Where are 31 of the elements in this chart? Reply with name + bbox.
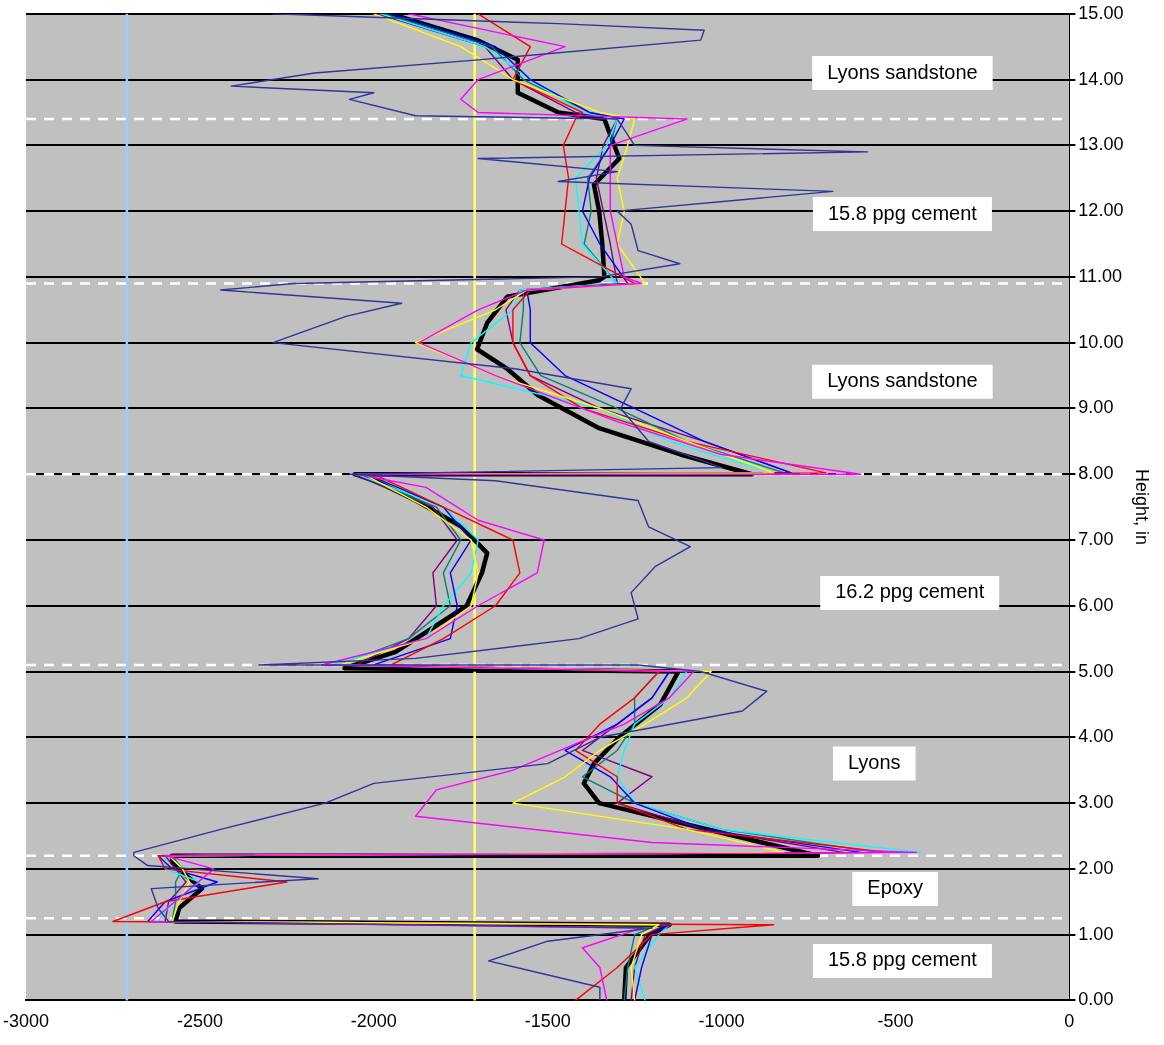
y-axis-title: Height, in <box>1132 469 1153 546</box>
y-tick-label: 14.00 <box>1078 68 1124 89</box>
y-tick-label: 1.00 <box>1078 923 1114 944</box>
y-tick-label: 0.00 <box>1078 989 1114 1010</box>
x-tick-label: -2500 <box>176 1011 223 1032</box>
y-tick-label: 13.00 <box>1078 134 1124 155</box>
y-tick-label: 3.00 <box>1078 792 1114 813</box>
annotation: 16.2 ppg cement <box>835 580 985 603</box>
x-tick-label: -1000 <box>698 1011 745 1032</box>
x-tick-label: -3000 <box>3 1011 50 1032</box>
x-tick-label: 0 <box>1064 1011 1075 1032</box>
annotation: 15.8 ppg cement <box>827 201 978 224</box>
y-tick-label: 12.00 <box>1078 200 1124 221</box>
y-tick-label: 10.00 <box>1078 331 1124 352</box>
x-tick-label: -2000 <box>350 1011 397 1032</box>
y-tick-label: 5.00 <box>1078 660 1114 681</box>
x-tick-label: -500 <box>877 1011 914 1032</box>
annotation: Lyons sandstone <box>827 60 978 83</box>
y-tick-label: 9.00 <box>1078 397 1114 418</box>
y-tick-label: 15.00 <box>1078 2 1124 23</box>
y-tick-label: 2.00 <box>1078 857 1114 878</box>
x-tick-label: -1500 <box>524 1011 571 1032</box>
y-tick-label: 6.00 <box>1078 594 1114 615</box>
annotation: Lyons sandstone <box>827 369 978 392</box>
annotation: 15.8 ppg cement <box>827 948 978 971</box>
annotation: Epoxy <box>867 876 923 899</box>
y-tick-label: 7.00 <box>1078 528 1114 549</box>
y-tick-label: 11.00 <box>1078 265 1123 286</box>
annotation: Lyons <box>847 751 901 774</box>
y-tick-label: 4.00 <box>1078 726 1114 747</box>
y-tick-label: 8.00 <box>1078 463 1114 484</box>
